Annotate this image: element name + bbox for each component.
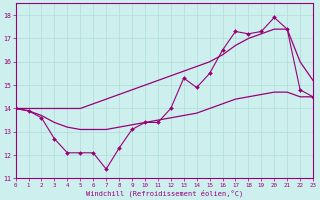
- X-axis label: Windchill (Refroidissement éolien,°C): Windchill (Refroidissement éolien,°C): [86, 189, 243, 197]
